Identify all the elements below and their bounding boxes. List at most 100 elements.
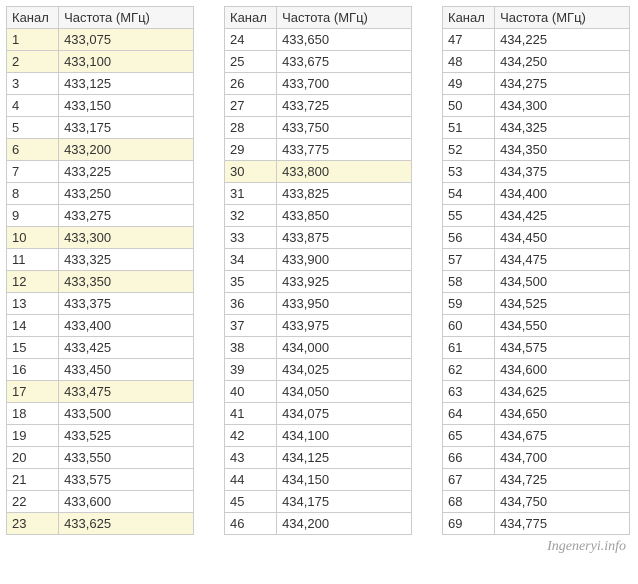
frequency-table-3: Канал Частота (МГц) 47434,22548434,25049…	[442, 6, 630, 535]
cell-frequency: 434,100	[277, 425, 412, 447]
cell-channel: 50	[443, 95, 495, 117]
table-row: 39434,025	[225, 359, 412, 381]
cell-frequency: 433,800	[277, 161, 412, 183]
table-row: 33433,875	[225, 227, 412, 249]
cell-channel: 35	[225, 271, 277, 293]
cell-channel: 32	[225, 205, 277, 227]
cell-channel: 18	[7, 403, 59, 425]
cell-channel: 43	[225, 447, 277, 469]
table-row: 34433,900	[225, 249, 412, 271]
table-row: 62434,600	[443, 359, 630, 381]
table-row: 20433,550	[7, 447, 194, 469]
cell-frequency: 434,675	[495, 425, 630, 447]
cell-channel: 1	[7, 29, 59, 51]
cell-channel: 46	[225, 513, 277, 535]
cell-channel: 69	[443, 513, 495, 535]
cell-channel: 17	[7, 381, 59, 403]
table-row: 54434,400	[443, 183, 630, 205]
cell-channel: 16	[7, 359, 59, 381]
cell-channel: 59	[443, 293, 495, 315]
cell-frequency: 434,625	[495, 381, 630, 403]
cell-channel: 58	[443, 271, 495, 293]
cell-channel: 52	[443, 139, 495, 161]
cell-channel: 26	[225, 73, 277, 95]
table-row: 1433,075	[7, 29, 194, 51]
table-row: 26433,700	[225, 73, 412, 95]
cell-channel: 11	[7, 249, 59, 271]
table-row: 2433,100	[7, 51, 194, 73]
cell-channel: 65	[443, 425, 495, 447]
cell-frequency: 434,325	[495, 117, 630, 139]
header-channel: Канал	[225, 7, 277, 29]
cell-channel: 15	[7, 337, 59, 359]
table-row: 18433,500	[7, 403, 194, 425]
cell-frequency: 433,175	[59, 117, 194, 139]
table-row: 64434,650	[443, 403, 630, 425]
table-row: 40434,050	[225, 381, 412, 403]
cell-channel: 34	[225, 249, 277, 271]
table-row: 4433,150	[7, 95, 194, 117]
table-row: 32433,850	[225, 205, 412, 227]
table-row: 58434,500	[443, 271, 630, 293]
table-row: 38434,000	[225, 337, 412, 359]
cell-channel: 29	[225, 139, 277, 161]
cell-frequency: 434,050	[277, 381, 412, 403]
cell-frequency: 433,350	[59, 271, 194, 293]
cell-frequency: 434,425	[495, 205, 630, 227]
cell-channel: 62	[443, 359, 495, 381]
cell-frequency: 433,275	[59, 205, 194, 227]
cell-frequency: 433,900	[277, 249, 412, 271]
table-row: 47434,225	[443, 29, 630, 51]
table-row: 45434,175	[225, 491, 412, 513]
table-row: 11433,325	[7, 249, 194, 271]
table-row: 52434,350	[443, 139, 630, 161]
cell-frequency: 433,075	[59, 29, 194, 51]
cell-frequency: 434,275	[495, 73, 630, 95]
cell-frequency: 433,975	[277, 315, 412, 337]
cell-channel: 3	[7, 73, 59, 95]
cell-frequency: 434,125	[277, 447, 412, 469]
cell-frequency: 433,475	[59, 381, 194, 403]
table-row: 29433,775	[225, 139, 412, 161]
table-row: 19433,525	[7, 425, 194, 447]
cell-frequency: 434,550	[495, 315, 630, 337]
table-row: 43434,125	[225, 447, 412, 469]
cell-channel: 12	[7, 271, 59, 293]
cell-channel: 36	[225, 293, 277, 315]
cell-channel: 25	[225, 51, 277, 73]
cell-frequency: 434,350	[495, 139, 630, 161]
cell-frequency: 434,500	[495, 271, 630, 293]
cell-channel: 49	[443, 73, 495, 95]
cell-channel: 14	[7, 315, 59, 337]
table-row: 60434,550	[443, 315, 630, 337]
cell-frequency: 434,475	[495, 249, 630, 271]
cell-channel: 8	[7, 183, 59, 205]
table-row: 42434,100	[225, 425, 412, 447]
table-body-3: 47434,22548434,25049434,27550434,3005143…	[443, 29, 630, 535]
table-row: 22433,600	[7, 491, 194, 513]
cell-channel: 66	[443, 447, 495, 469]
cell-frequency: 433,425	[59, 337, 194, 359]
cell-channel: 2	[7, 51, 59, 73]
table-row: 30433,800	[225, 161, 412, 183]
cell-channel: 23	[7, 513, 59, 535]
cell-frequency: 434,300	[495, 95, 630, 117]
frequency-table-1: Канал Частота (МГц) 1433,0752433,1003433…	[6, 6, 194, 535]
cell-channel: 45	[225, 491, 277, 513]
cell-frequency: 434,400	[495, 183, 630, 205]
table-body-1: 1433,0752433,1003433,1254433,1505433,175…	[7, 29, 194, 535]
table-header-row: Канал Частота (МГц)	[7, 7, 194, 29]
table-row: 59434,525	[443, 293, 630, 315]
table-row: 25433,675	[225, 51, 412, 73]
cell-frequency: 433,400	[59, 315, 194, 337]
cell-frequency: 433,450	[59, 359, 194, 381]
cell-frequency: 433,500	[59, 403, 194, 425]
cell-frequency: 434,525	[495, 293, 630, 315]
table-row: 17433,475	[7, 381, 194, 403]
cell-channel: 44	[225, 469, 277, 491]
cell-frequency: 433,600	[59, 491, 194, 513]
cell-frequency: 433,250	[59, 183, 194, 205]
cell-channel: 10	[7, 227, 59, 249]
cell-channel: 9	[7, 205, 59, 227]
table-row: 67434,725	[443, 469, 630, 491]
